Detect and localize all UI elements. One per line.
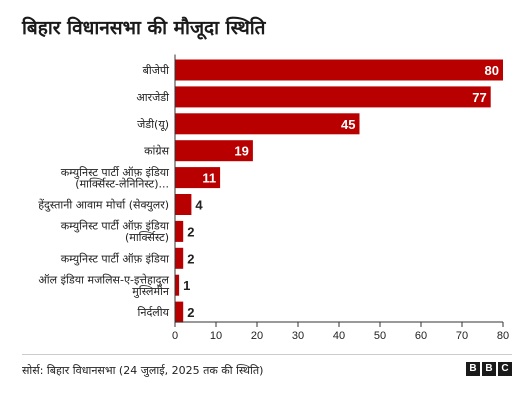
- value-label: 77: [472, 90, 486, 105]
- bar-chart: बीजेपी 80 आरजेडी 77 जेडी(यू) 45 कांग्रेस 19 कम्य…: [38, 54, 509, 342]
- x-tick-label: 40: [333, 330, 345, 342]
- category-label: जेडी(यू): [137, 118, 169, 132]
- category-label: ऑल इंडिया मजलिस-ए-इत्तेहादुल मुस्लिमीन: [38, 273, 169, 298]
- value-label: 4: [195, 198, 203, 213]
- category-label: कम्युनिस्ट पार्टी ऑफ़ इंडिया: [61, 252, 169, 265]
- bar: [175, 113, 360, 135]
- value-label: 11: [202, 171, 216, 186]
- bar: [175, 301, 184, 323]
- category-label: बीजेपी: [143, 64, 170, 77]
- bar: [175, 220, 184, 242]
- x-tick-label: 10: [210, 330, 222, 342]
- bbc-logo-letter: B: [482, 362, 496, 376]
- x-tick-label: 30: [292, 330, 304, 342]
- bar: [175, 59, 503, 81]
- bar: [175, 167, 221, 189]
- x-tick-label: 70: [456, 330, 468, 342]
- bbc-logo: B B C: [466, 362, 512, 376]
- value-label: 2: [187, 305, 194, 320]
- value-label: 19: [234, 144, 248, 159]
- bar: [175, 86, 491, 108]
- x-tick-label: 20: [251, 330, 263, 342]
- x-tick-label: 60: [415, 330, 427, 342]
- bar: [175, 247, 184, 269]
- category-label: कम्युनिस्ट पार्टी ऑफ़ इंडिया (मार्क्सिस्ट…: [61, 166, 169, 191]
- bbc-logo-letter: C: [498, 362, 512, 376]
- value-label: 80: [485, 63, 499, 78]
- source-note: सोर्स: बिहार विधानसभा (24 जुलाई, 2025 तक…: [22, 364, 264, 377]
- value-label: 1: [183, 278, 190, 293]
- x-tick-label: 50: [374, 330, 386, 342]
- x-tick-label: 80: [497, 330, 509, 342]
- value-label: 2: [187, 224, 194, 239]
- category-label: आरजेडी: [136, 91, 169, 104]
- category-label: कम्युनिस्ट पार्टी ऑफ़ इंडिया (मार्क्सिस्ट…: [61, 220, 169, 245]
- value-label: 45: [341, 117, 355, 132]
- chart-title: बिहार विधानसभा की मौजूदा स्थिति: [22, 17, 266, 39]
- bbc-logo-letter: B: [466, 362, 480, 376]
- value-label: 2: [187, 251, 194, 266]
- category-label: हेंदुस्तानी आवाम मोर्चा (सेक्युलर): [38, 199, 169, 213]
- bar: [175, 194, 192, 215]
- bar: [175, 274, 180, 296]
- category-label: कांग्रेस: [144, 145, 170, 158]
- footer-divider: [22, 354, 512, 355]
- x-tick-label: 0: [172, 330, 178, 342]
- category-label: निर्दलीय: [138, 306, 170, 319]
- bar: [175, 140, 253, 162]
